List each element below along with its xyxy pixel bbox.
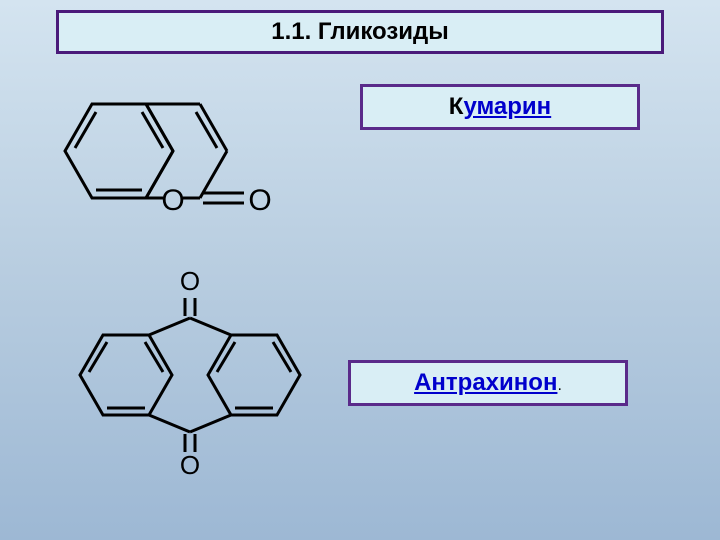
anthraquinone-link[interactable]: Антрахинон	[414, 369, 557, 396]
anthraquinone-structure: O O	[60, 260, 320, 490]
anthraquinone-label-box: Антрахинон.	[348, 360, 628, 406]
oxygen-label: O	[248, 184, 271, 217]
oxygen-label: O	[180, 266, 200, 296]
anthraquinone-suffix: .	[557, 377, 561, 394]
anthraquinone-label: Антрахинон.	[414, 369, 562, 397]
title-box: 1.1. Гликозиды	[56, 10, 664, 54]
coumarin-structure: O O	[30, 76, 310, 226]
title-text: 1.1. Гликозиды	[271, 18, 449, 46]
coumarin-link[interactable]: умарин	[463, 93, 551, 120]
oxygen-label: O	[161, 184, 184, 217]
coumarin-initial: К	[449, 93, 464, 120]
coumarin-label-box: Кумарин	[360, 84, 640, 130]
oxygen-label: O	[180, 450, 200, 480]
coumarin-label: Кумарин	[449, 93, 551, 121]
